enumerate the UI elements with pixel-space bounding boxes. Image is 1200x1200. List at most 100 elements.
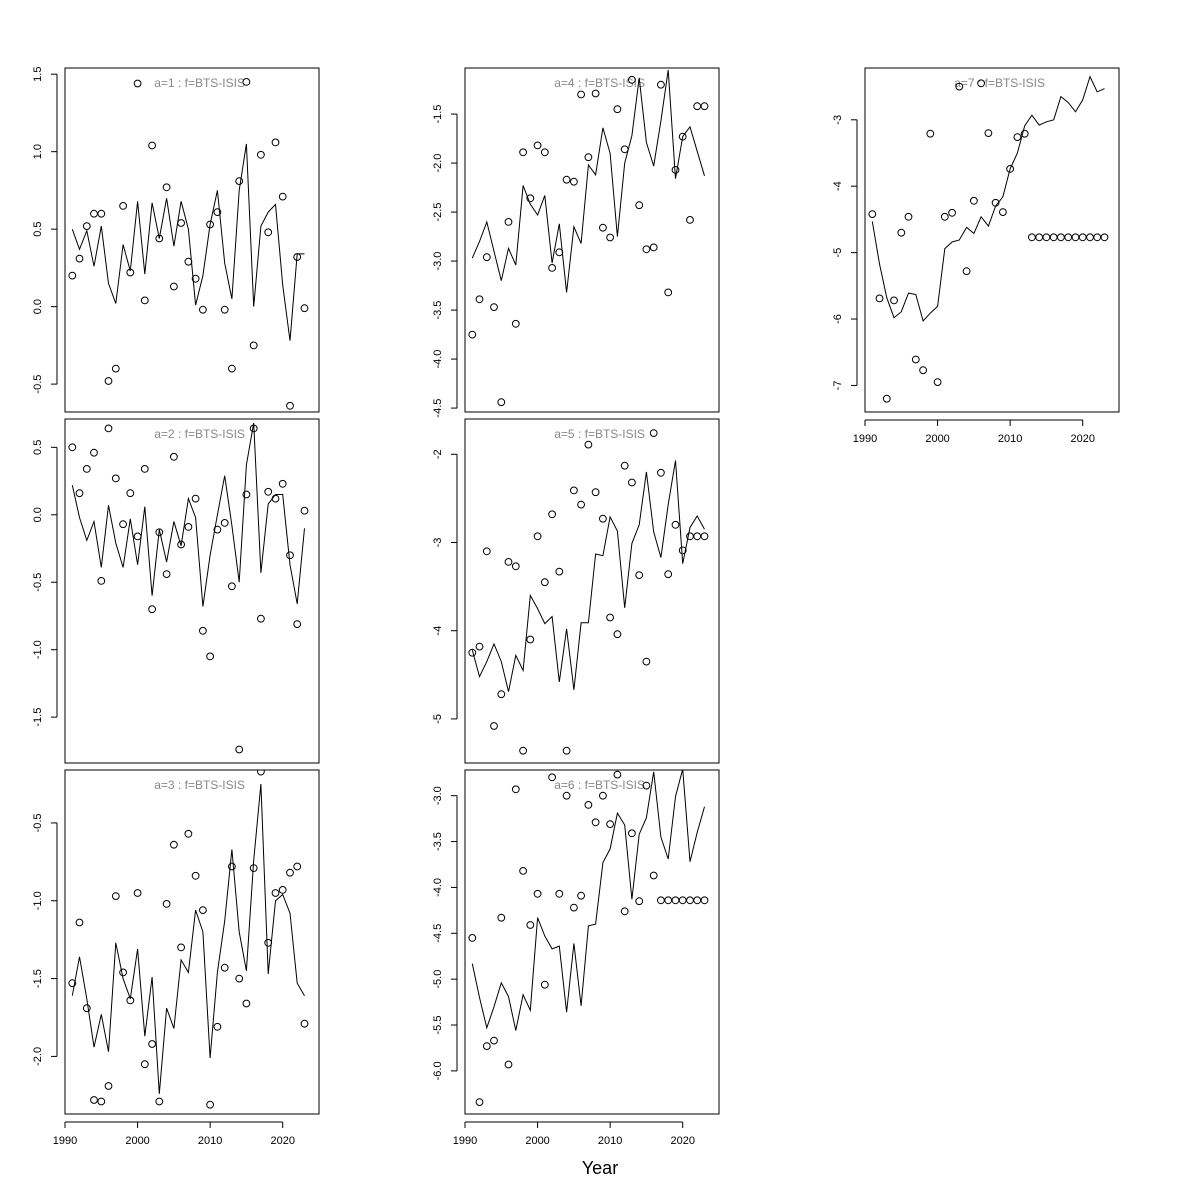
fitted-line — [471, 69, 705, 293]
observed-point — [119, 202, 127, 210]
observed-point — [613, 630, 622, 639]
observed-point — [140, 1060, 149, 1069]
observed-point — [293, 620, 302, 628]
observed-point — [649, 429, 658, 438]
fitted-line — [71, 422, 305, 607]
fitted-line — [871, 75, 1105, 323]
observed-point — [497, 398, 506, 407]
y-tick-label: -7 — [832, 381, 844, 391]
observed-point — [540, 980, 549, 989]
observed-point — [700, 532, 709, 541]
observed-point — [278, 192, 287, 201]
panel-title: a=1 : f=BTS-ISIS — [154, 76, 245, 90]
observed-point — [678, 546, 687, 555]
observed-point — [126, 996, 135, 1005]
x-tick-label: 1990 — [453, 1135, 477, 1147]
observed-point — [977, 79, 985, 88]
observed-point — [657, 468, 665, 477]
observed-point — [293, 862, 302, 871]
observed-point — [1093, 233, 1102, 242]
observed-point — [555, 567, 564, 576]
observed-point — [533, 532, 542, 541]
observed-point — [511, 785, 520, 794]
observed-point — [170, 452, 178, 461]
observed-point — [940, 212, 949, 221]
x-tick-label: 2020 — [670, 1135, 694, 1147]
observed-point — [220, 519, 229, 527]
observed-point — [686, 896, 694, 905]
observed-point — [875, 294, 884, 303]
observed-point — [75, 489, 84, 498]
observed-point — [300, 304, 309, 313]
observed-point — [490, 1036, 498, 1045]
y-tick-label: -1.5 — [32, 708, 44, 727]
observed-point — [162, 570, 171, 578]
observed-point — [177, 219, 186, 227]
observed-point — [199, 626, 207, 635]
observed-point — [591, 818, 600, 827]
observed-point — [577, 891, 585, 900]
observed-point — [482, 253, 491, 262]
fitted-line — [471, 460, 705, 692]
observed-point — [1100, 233, 1109, 242]
observed-point — [613, 105, 622, 114]
observed-point — [235, 974, 244, 983]
y-tick-label: 0.5 — [32, 440, 44, 455]
observed-point — [75, 254, 84, 263]
y-tick-label: -4.0 — [432, 350, 444, 369]
observed-point — [155, 234, 164, 243]
observed-point — [904, 212, 913, 221]
panel-a7: a=7 : f=BTS-ISIS -7 -6 -5 -4 -3 1990 2000 2010 20… — [832, 67, 1120, 445]
y-tick-label: -2.0 — [432, 154, 444, 173]
observed-point — [497, 913, 506, 922]
observed-point — [562, 746, 571, 755]
panel-title: a=2 : f=BTS-ISIS — [154, 427, 245, 441]
observed-point — [526, 194, 535, 203]
x-tick-label: 2020 — [270, 1135, 294, 1147]
observed-point — [468, 330, 477, 339]
observed-point — [635, 201, 644, 210]
observed-point — [1071, 233, 1080, 242]
observed-point — [926, 129, 935, 138]
observed-point — [271, 138, 280, 147]
observed-point — [170, 282, 178, 291]
observed-point — [213, 525, 222, 534]
observed-point — [555, 889, 564, 898]
observed-point — [1020, 129, 1029, 138]
y-tick-label: -2.5 — [432, 203, 444, 222]
observed-point — [68, 271, 77, 280]
panel-data — [68, 422, 309, 754]
observed-point — [133, 79, 142, 88]
observed-point — [562, 791, 571, 800]
observed-point — [271, 494, 280, 503]
observed-point — [242, 490, 251, 499]
observed-point — [664, 570, 673, 579]
observed-point — [90, 209, 98, 218]
observed-point — [584, 440, 593, 449]
panel-a6: a=6 : f=BTS-ISIS -6.0 -5.5 -5.0 -4.5 -4.0 -3.5… — [432, 769, 720, 1147]
observed-point — [671, 896, 680, 905]
observed-point — [657, 80, 665, 89]
observed-point — [148, 141, 157, 150]
observed-point — [133, 532, 142, 541]
y-tick-label: -5.0 — [432, 970, 444, 989]
y-tick-label: 1.5 — [32, 67, 44, 82]
observed-point — [126, 489, 135, 498]
observed-point — [1057, 233, 1065, 242]
observed-point — [119, 520, 127, 529]
observed-point — [599, 514, 607, 523]
observed-point — [482, 1042, 491, 1050]
observed-point — [206, 1100, 215, 1109]
x-tick-label: 1990 — [53, 1135, 77, 1147]
observed-point — [490, 722, 498, 730]
panel-frame — [464, 67, 720, 413]
x-axis-title: Year — [581, 1158, 619, 1178]
observed-point — [220, 305, 229, 314]
observed-point — [184, 257, 193, 266]
observed-point — [678, 132, 687, 141]
y-tick-label: -1.0 — [32, 640, 44, 659]
y-tick-label: -0.5 — [32, 375, 44, 394]
panel-title: a=5 : f=BTS-ISIS — [554, 427, 645, 441]
x-tick-label: 2000 — [125, 1135, 149, 1147]
observed-point — [948, 208, 956, 217]
